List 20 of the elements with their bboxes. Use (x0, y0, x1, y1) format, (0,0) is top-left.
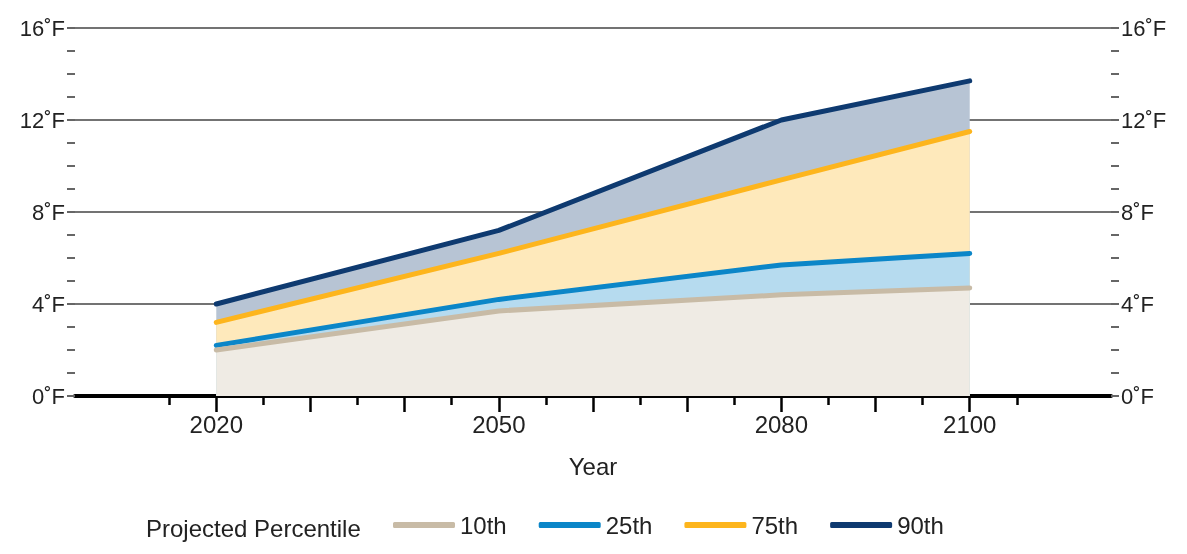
x-tick-label: 2100 (943, 410, 997, 438)
y-tick-label: 4˚F (32, 291, 65, 317)
x-tick-label: 2080 (754, 410, 809, 438)
legend-label: 25th (605, 511, 653, 539)
legend-title: Projected Percentile (146, 514, 361, 542)
x-tick-label: 2020 (189, 410, 243, 438)
y-tick-label: 12˚F (19, 107, 65, 133)
x-axis-title: Year (568, 452, 618, 480)
y-tick-label: 16˚F (19, 15, 65, 41)
y2-tick-label: 12˚F (1121, 107, 1167, 133)
y-tick-label: 8˚F (32, 199, 65, 225)
legend-label: 10th (460, 511, 507, 539)
legend-label: 75th (751, 511, 799, 539)
y2-tick-label: 8˚F (1121, 199, 1154, 225)
y2-tick-label: 0˚F (1121, 383, 1154, 409)
x-tick-label: 2050 (472, 410, 526, 438)
y-tick-label: 0˚F (32, 383, 65, 409)
y2-tick-label: 16˚F (1121, 15, 1167, 41)
legend-label: 90th (897, 511, 944, 539)
y2-tick-label: 4˚F (1121, 291, 1154, 317)
